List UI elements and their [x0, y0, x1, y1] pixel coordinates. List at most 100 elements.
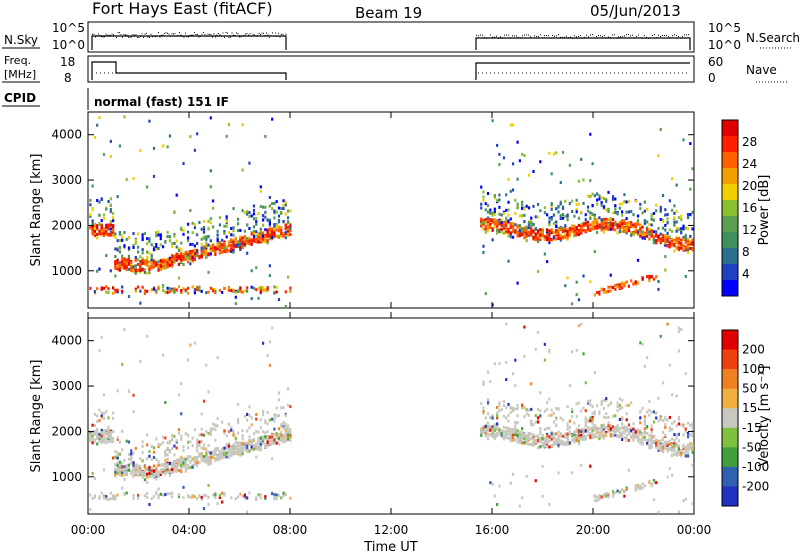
- range-cell: [182, 263, 185, 267]
- range-cell: [534, 439, 537, 443]
- range-cell: [646, 410, 649, 414]
- range-cell: [252, 234, 256, 238]
- range-cell: [157, 264, 160, 268]
- range-cell: [91, 497, 94, 501]
- range-cell: [689, 142, 692, 146]
- range-cell: [573, 234, 576, 238]
- range-cell: [573, 440, 576, 444]
- range-cell: [507, 213, 510, 217]
- range-cell: [673, 452, 676, 456]
- range-cell: [552, 236, 556, 240]
- range-cell: [143, 465, 147, 469]
- nsky-noise-dots: [92, 32, 689, 39]
- range-cell: [596, 426, 599, 430]
- range-cell: [282, 234, 285, 238]
- noise-dot: [120, 33, 122, 35]
- range-cell: [598, 433, 601, 437]
- noise-dot: [279, 36, 281, 38]
- range-cell: [691, 238, 694, 242]
- range-cell: [96, 123, 99, 127]
- range-cell: [209, 239, 212, 243]
- range-cell: [668, 235, 671, 239]
- range-cell: [191, 495, 194, 499]
- range-cell: [621, 434, 624, 438]
- range-cell: [277, 234, 281, 238]
- range-cell: [607, 223, 610, 227]
- range-cell: [482, 406, 485, 410]
- noise-dot: [126, 34, 128, 36]
- noise-dot: [210, 34, 212, 36]
- noise-dot: [668, 36, 669, 38]
- range-cell: [214, 495, 217, 499]
- range-cell: [164, 401, 167, 405]
- range-cell: [584, 416, 587, 420]
- range-cell: [121, 257, 124, 261]
- range-cell: [632, 282, 635, 286]
- range-cell: [568, 229, 571, 233]
- range-cell: [666, 443, 669, 447]
- nsearch-label: N.Search: [746, 31, 800, 45]
- range-cell: [155, 473, 158, 477]
- range-cell: [527, 230, 531, 234]
- range-cell: [191, 231, 194, 235]
- range-cell: [225, 219, 228, 223]
- range-cell: [655, 411, 658, 415]
- range-cell: [102, 468, 106, 472]
- range-cell: [566, 405, 569, 409]
- range-cell: [93, 412, 97, 416]
- range-cell: [250, 440, 253, 444]
- range-cell: [639, 421, 642, 425]
- range-cell: [598, 431, 601, 435]
- range-cell: [209, 221, 212, 225]
- range-cell: [230, 449, 233, 453]
- range-cell: [134, 466, 137, 470]
- range-cell: [100, 428, 103, 432]
- power-heatmap-cells: [89, 115, 694, 309]
- range-cell: [96, 269, 99, 273]
- range-cell: [634, 486, 637, 490]
- range-cell: [580, 225, 583, 229]
- range-cell: [116, 461, 119, 465]
- range-cell: [573, 438, 576, 442]
- range-cell: [193, 461, 196, 465]
- range-cell: [289, 229, 292, 233]
- range-cell: [171, 258, 174, 262]
- range-cell: [491, 220, 494, 224]
- range-cell: [502, 425, 506, 429]
- x-tick-label: 08:00: [273, 523, 308, 537]
- range-cell: [675, 220, 678, 224]
- noise-dot: [532, 37, 533, 39]
- range-cell: [177, 285, 181, 289]
- range-cell: [680, 231, 683, 235]
- range-cell: [109, 197, 112, 201]
- range-cell: [657, 447, 660, 451]
- range-cell: [273, 201, 276, 205]
- range-cell: [673, 433, 676, 437]
- range-cell: [552, 221, 556, 225]
- range-cell: [664, 423, 667, 427]
- range-cell: [527, 223, 531, 227]
- range-cell: [546, 426, 549, 430]
- noise-dot: [570, 36, 571, 38]
- range-cell: [186, 463, 190, 467]
- range-cell: [189, 343, 192, 347]
- range-cell: [684, 236, 687, 240]
- noise-dot: [478, 35, 479, 37]
- range-cell: [241, 429, 244, 433]
- range-cell: [611, 492, 615, 496]
- colorbar-swatch: [722, 216, 738, 233]
- range-cell: [234, 440, 237, 444]
- range-cell: [100, 441, 103, 445]
- range-cell: [559, 233, 562, 237]
- range-cell: [277, 206, 281, 210]
- range-cell: [627, 226, 631, 230]
- range-cell: [243, 229, 246, 233]
- noise-dot: [275, 32, 276, 34]
- range-cell: [132, 410, 135, 414]
- range-cell: [550, 231, 553, 235]
- range-cell: [691, 450, 694, 454]
- range-cell: [132, 232, 135, 236]
- range-cell: [261, 409, 265, 413]
- range-cell: [559, 202, 562, 206]
- range-cell: [205, 456, 208, 460]
